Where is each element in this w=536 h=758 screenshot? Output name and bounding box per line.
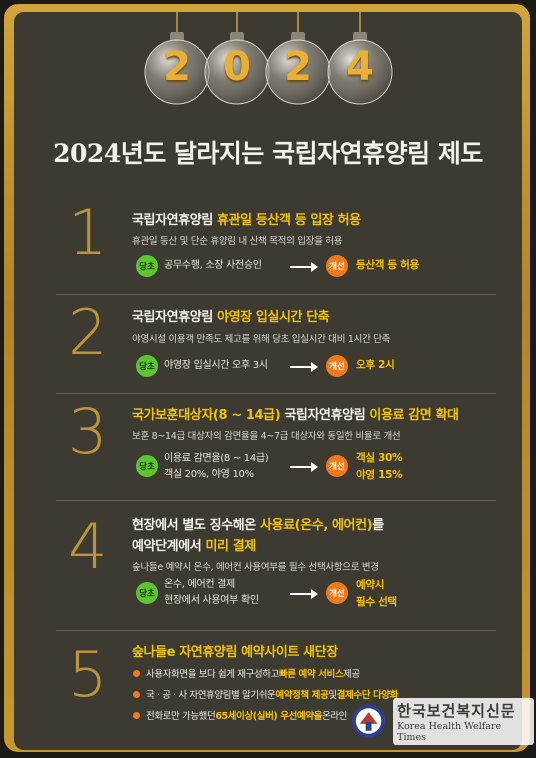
section-1-before-tag: 당초 bbox=[136, 255, 158, 277]
section-4-before-line-1: 온수, 에어컨 결제 bbox=[164, 579, 235, 590]
section-3-after-line-2: 야영 15% bbox=[356, 469, 403, 481]
section-1-desc: 휴관일 등산 및 단순 휴양림 내 산책 목적의 입장을 허용 bbox=[132, 236, 343, 247]
section-3-before-line-1: 이용료 감면율(8 ~ 14급) bbox=[164, 453, 269, 464]
section-3-after-tag: 개선 bbox=[326, 455, 348, 477]
ornament-digit-2: 0 bbox=[223, 44, 251, 90]
section-4-number: 4 bbox=[68, 510, 108, 583]
section-2-desc: 야영시설 이용객 만족도 제고를 위해 당초 입실시간 대비 1시간 단축 bbox=[132, 334, 391, 345]
section-5-bullet-3: 전화로만 가능했던 65세이상(실버) 우선예약을 온라인 bbox=[133, 708, 347, 722]
section-4-after-line-1: 예약시 bbox=[356, 579, 385, 591]
page-title: 2024년도 달라지는 국립자연휴양림 제도 bbox=[53, 139, 483, 168]
section-2-after-tag: 개선 bbox=[326, 355, 348, 377]
ornament-2b bbox=[265, 12, 331, 105]
watermark-english-name: Korea Health Welfare Times bbox=[397, 720, 502, 743]
divider bbox=[56, 500, 496, 501]
ornament-digit-1: 2 bbox=[163, 44, 191, 90]
section-4-heading-line-2: 예약단계에서 미리 결제 bbox=[132, 539, 256, 554]
bullet-dot-icon bbox=[133, 669, 140, 677]
section-4-desc: 숲나들e 예약시 온수, 에어컨 사용여부를 필수 선택사항으로 변경 bbox=[132, 562, 379, 573]
section-2-before-text: 야영장 입실시간 오후 3시 bbox=[164, 360, 268, 371]
newspaper-emblem-icon bbox=[351, 704, 386, 738]
section-3-number: 3 bbox=[68, 395, 108, 468]
section-2-number: 2 bbox=[68, 296, 108, 369]
section-4-before-tag: 당초 bbox=[136, 582, 158, 604]
ornament-4 bbox=[327, 12, 393, 105]
section-3-heading: 국가보훈대상자(8 ~ 14급) 국립자연휴양림 이용료 감면 확대 bbox=[132, 408, 459, 423]
arrow-icon bbox=[290, 362, 318, 372]
ornament-digit-4: 4 bbox=[346, 44, 374, 90]
section-4-heading-line-1: 현장에서 별도 징수해온 사용료(온수, 에어컨)를 bbox=[132, 518, 384, 533]
ornaments-strip bbox=[144, 12, 393, 105]
ornament-2 bbox=[144, 12, 210, 105]
section-1-after-tag: 개선 bbox=[326, 255, 348, 277]
main-panel bbox=[14, 12, 522, 750]
section-5-number: 5 bbox=[68, 638, 108, 711]
arrow-icon bbox=[290, 262, 318, 272]
section-3-before-tag: 당초 bbox=[136, 455, 158, 477]
arrow-icon bbox=[290, 462, 318, 472]
section-2-heading: 국립자연휴양림 야영장 입실시간 단축 bbox=[132, 310, 330, 325]
bullet-dot-icon bbox=[133, 690, 140, 698]
section-1-heading: 국립자연휴양림 휴관일 등산객 등 입장 허용 bbox=[132, 213, 361, 228]
arrow-icon bbox=[290, 589, 318, 599]
section-5-heading: 숲나들e 자연휴양림 예약사이트 새단장 bbox=[132, 645, 338, 660]
section-2-before-tag: 당초 bbox=[136, 355, 158, 377]
divider bbox=[56, 630, 496, 631]
section-4-after-tag: 개선 bbox=[326, 582, 348, 604]
section-1-before-text: 공무수행, 소장 사전승인 bbox=[164, 260, 262, 271]
section-4-after-line-2: 필수 선택 bbox=[356, 596, 397, 608]
section-1-after-text: 등산객 등 허용 bbox=[356, 259, 419, 271]
section-3-before-line-2: 객실 20%, 야영 10% bbox=[164, 469, 254, 480]
section-4-before-line-2: 현장에서 사용여부 확인 bbox=[164, 595, 259, 606]
divider bbox=[56, 294, 496, 295]
section-3-desc: 보훈 8~14급 대상자의 감면율을 4~7급 대상자와 동일한 비율로 개선 bbox=[132, 431, 401, 442]
divider bbox=[56, 393, 496, 394]
ornament-digit-3: 2 bbox=[284, 44, 312, 90]
section-3-after-line-1: 객실 30% bbox=[356, 452, 403, 464]
section-5-bullet-1: 사용자화면을 보다 쉽게 재구성하고 빠른 예약 서비스 제공 bbox=[133, 666, 360, 680]
section-2-after-text: 오후 2시 bbox=[356, 359, 395, 371]
bullet-dot-icon bbox=[133, 711, 140, 719]
watermark-logo: 한국보건복지신문 Korea Health Welfare Times bbox=[350, 697, 534, 745]
section-5-bullet-2: 국 · 공 · 사 자연휴양림별 알기쉬운 예약정책 제공 및 결제수단 다양화 bbox=[133, 687, 398, 701]
watermark-korean-name: 한국보건복지신문 bbox=[397, 701, 516, 720]
section-1-number: 1 bbox=[68, 196, 108, 269]
